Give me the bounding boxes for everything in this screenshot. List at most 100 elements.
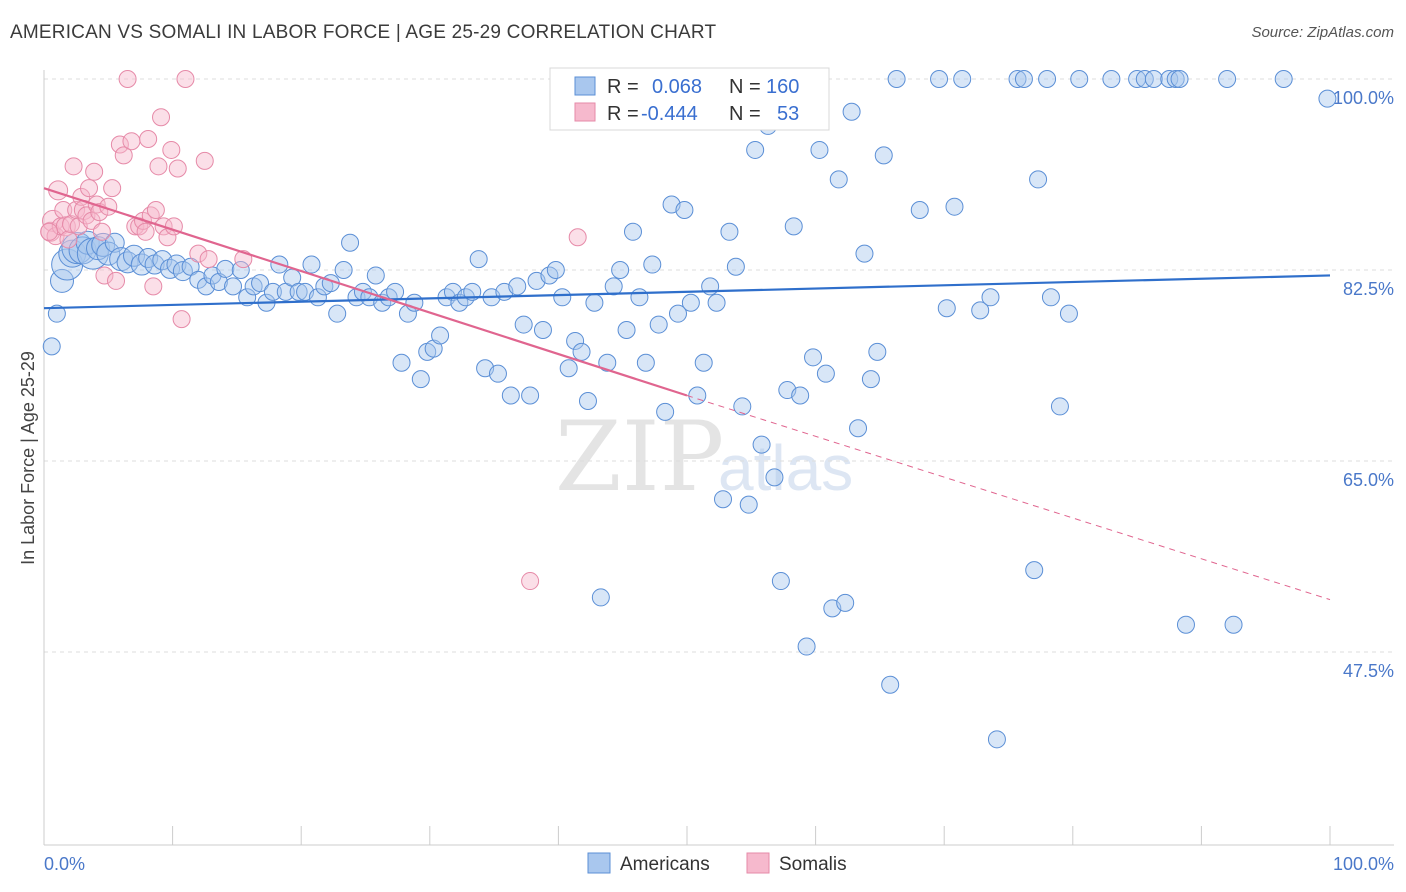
x-tick-label-max: 100.0% bbox=[1333, 854, 1394, 874]
grid-lines bbox=[44, 78, 1394, 653]
bottom-legend-somalis: Somalis bbox=[779, 854, 847, 875]
americans-point bbox=[791, 386, 810, 405]
somalis-point bbox=[95, 266, 114, 285]
americans-point bbox=[868, 342, 887, 361]
somalis-point bbox=[59, 230, 78, 249]
somalis-point bbox=[118, 70, 137, 88]
x-tick-label-min: 0.0% bbox=[44, 854, 85, 874]
americans-point bbox=[797, 637, 816, 656]
somalis-point bbox=[144, 277, 163, 296]
americans-point bbox=[585, 293, 604, 312]
y-axis-label: In Labor Force | Age 25-29 bbox=[18, 351, 38, 565]
somalis-point bbox=[568, 228, 587, 247]
somalis-trend-line-extension bbox=[686, 395, 1331, 601]
americans-point bbox=[623, 222, 642, 241]
legend-n-value-americans: 160 bbox=[766, 76, 799, 98]
americans-point bbox=[263, 282, 282, 301]
somalis-point bbox=[122, 132, 141, 151]
americans-point bbox=[1224, 615, 1243, 634]
americans-point bbox=[630, 288, 649, 307]
americans-point bbox=[617, 321, 636, 340]
americans-point bbox=[533, 321, 552, 340]
americans-point bbox=[116, 251, 139, 274]
y-tick-labels: 100.0% 82.5% 65.0% 47.5% bbox=[1333, 88, 1394, 681]
americans-point bbox=[649, 315, 668, 334]
americans-point bbox=[1038, 70, 1057, 88]
somalis-point bbox=[80, 179, 99, 198]
somalis-point bbox=[62, 215, 81, 234]
somalis-point bbox=[103, 179, 122, 198]
americans-point bbox=[546, 261, 565, 279]
americans-point bbox=[431, 326, 450, 345]
legend-r-label-americans: R = bbox=[607, 76, 639, 98]
somalis-point bbox=[136, 222, 155, 241]
somalis-point bbox=[172, 310, 191, 329]
americans-point bbox=[861, 370, 880, 389]
somalis-point bbox=[168, 159, 187, 178]
americans-point bbox=[874, 146, 893, 165]
somalis-point bbox=[92, 222, 111, 241]
americans-point bbox=[726, 257, 745, 276]
americans-point bbox=[816, 364, 835, 383]
americans-point bbox=[784, 217, 803, 236]
americans-point bbox=[578, 391, 597, 410]
americans-point bbox=[604, 277, 623, 296]
series-somalis-points bbox=[40, 70, 587, 591]
americans-point bbox=[643, 255, 662, 274]
americans-point bbox=[216, 259, 235, 278]
americans-point bbox=[739, 495, 758, 514]
americans-point bbox=[694, 353, 713, 372]
somalis-point bbox=[521, 572, 540, 591]
americans-point bbox=[937, 299, 956, 318]
somalis-point bbox=[199, 250, 218, 269]
series-americans-points bbox=[42, 70, 1337, 749]
americans-point bbox=[987, 730, 1006, 749]
americans-point bbox=[681, 293, 700, 312]
americans-point bbox=[1029, 170, 1048, 189]
legend-r-value-somalis: -0.444 bbox=[641, 103, 698, 125]
y-tick-label: 82.5% bbox=[1343, 279, 1394, 299]
americans-point bbox=[675, 200, 694, 219]
somalis-point bbox=[195, 151, 214, 170]
americans-point bbox=[842, 102, 861, 121]
americans-point bbox=[1008, 70, 1027, 88]
americans-point bbox=[598, 353, 617, 372]
somalis-point bbox=[152, 108, 171, 127]
somalis-point bbox=[146, 200, 165, 219]
americans-point bbox=[189, 270, 208, 289]
americans-point bbox=[953, 70, 972, 88]
somalis-trend-line bbox=[43, 187, 688, 397]
americans-point bbox=[302, 255, 321, 274]
americans-point bbox=[881, 675, 900, 694]
legend-swatch-americans bbox=[574, 76, 596, 96]
legend-n-label-americans: N = bbox=[729, 76, 761, 98]
americans-point bbox=[1050, 397, 1069, 416]
americans-point bbox=[514, 315, 533, 334]
y-tick-label: 65.0% bbox=[1343, 470, 1394, 490]
americans-point bbox=[392, 353, 411, 372]
somalis-point bbox=[114, 146, 133, 165]
y-tick-label: 47.5% bbox=[1343, 661, 1394, 681]
americans-point bbox=[810, 140, 829, 159]
americans-point bbox=[328, 304, 347, 323]
americans-point bbox=[746, 140, 765, 159]
americans-point bbox=[714, 490, 733, 509]
americans-point bbox=[341, 233, 360, 252]
americans-point bbox=[96, 241, 121, 266]
americans-point bbox=[829, 170, 848, 189]
americans-point bbox=[1218, 70, 1237, 88]
americans-point bbox=[971, 301, 990, 320]
americans-point bbox=[366, 266, 385, 285]
americans-point bbox=[1170, 70, 1189, 88]
americans-point bbox=[945, 197, 964, 216]
somalis-point bbox=[107, 271, 126, 290]
somalis-point bbox=[162, 140, 181, 159]
legend-r-value-americans: 0.068 bbox=[652, 76, 702, 98]
americans-point bbox=[636, 353, 655, 372]
americans-point bbox=[910, 200, 929, 219]
americans-point bbox=[572, 342, 591, 361]
legend-n-value-somalis: 53 bbox=[777, 103, 799, 125]
americans-point bbox=[42, 337, 61, 356]
americans-point bbox=[334, 261, 353, 279]
